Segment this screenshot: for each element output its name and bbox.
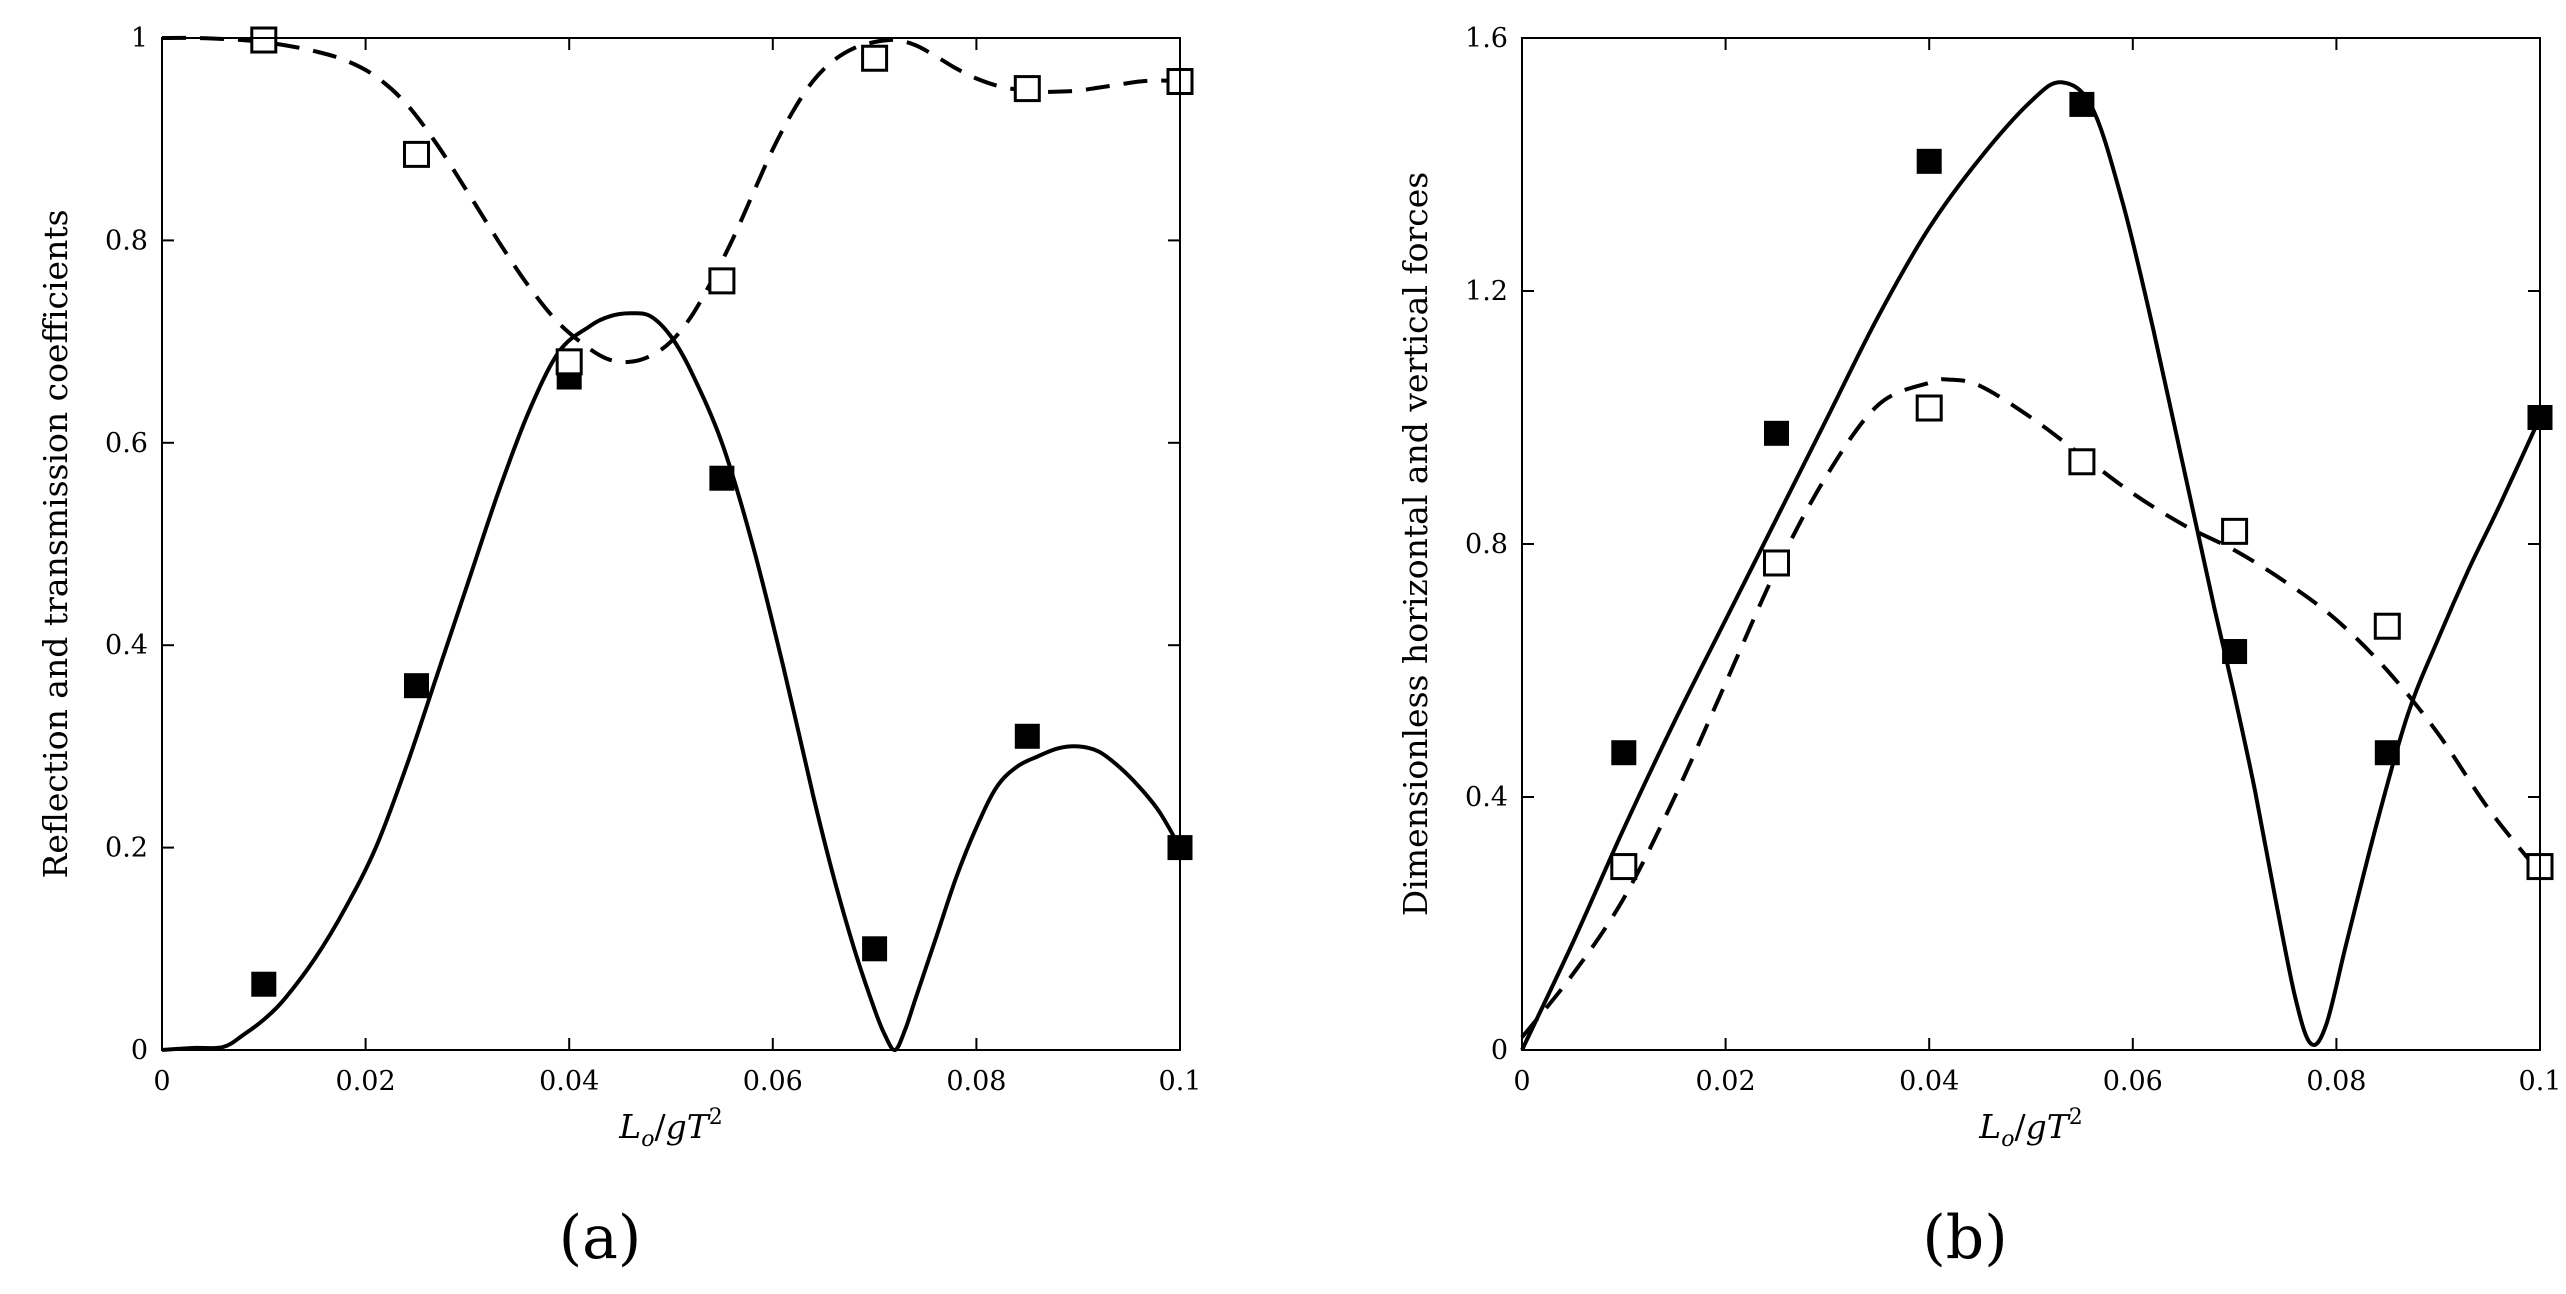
panel-b-chart: 0 0.02 0.04 0.06 0.08 0.1 0 0.4 0.8 1.2 1.6 Lo/gT2… xyxy=(1396,23,2561,1273)
panel-b-series xyxy=(1520,80,2554,1051)
panel-b-label: (b) xyxy=(1922,1203,2007,1273)
panel-b-horizontal-force-data-point xyxy=(1916,148,1942,174)
panel-b-x-tick-label: 0.08 xyxy=(2306,1066,2366,1097)
panel-a-transmission-data-point xyxy=(708,267,736,295)
panel-b-vertical-force-data-point xyxy=(2068,448,2096,476)
panel-a-y-tick-label: 0.2 xyxy=(105,833,148,864)
panel-a-y-tick-label: 1 xyxy=(131,23,148,54)
panel-b-y-tick-label: 0.8 xyxy=(1465,529,1508,560)
panel-a-plot-frame xyxy=(161,37,1181,1051)
panel-b-horizontal-force-data-point xyxy=(2374,740,2400,766)
panel-a-y-tick-label: 0 xyxy=(131,1035,148,1066)
panel-a-chart: 0 0.02 0.04 0.06 0.08 0.1 0 0.2 0.4 0.6 0.8 1 Lo/gT… xyxy=(36,23,1201,1273)
panel-b-y-axis-title: Dimensionless horizontal and vertical fo… xyxy=(1396,172,1435,916)
panel-b-vertical-force-data-point xyxy=(2221,517,2249,545)
panel-b-horizontal-force-data-point xyxy=(1611,740,1637,766)
panel-b-vertical-force-data-point xyxy=(2373,612,2401,640)
panel-b-x-tick-label: 0 xyxy=(1513,1066,1530,1097)
panel-a-label: (a) xyxy=(559,1203,642,1273)
panel-b-x-tick-label: 0.1 xyxy=(2519,1066,2562,1097)
panel-b-x-tick-label: 0.04 xyxy=(1899,1066,1959,1097)
panel-b-x-tick-label: 0.02 xyxy=(1696,1066,1756,1097)
panel-b-x-axis-title: Lo/gT2 xyxy=(1978,1105,2082,1152)
panel-a-x-tick-label: 0.02 xyxy=(336,1066,396,1097)
panel-a-x-tick-label: 0.08 xyxy=(946,1066,1006,1097)
panel-a-x-axis-title: Lo/gT2 xyxy=(618,1105,722,1152)
panel-a-y-axis-title: Reflection and transmission coefficients xyxy=(36,209,75,878)
panel-a-x-tick-label: 0.1 xyxy=(1159,1066,1202,1097)
panel-b-x-tick-label: 0.06 xyxy=(2103,1066,2163,1097)
panel-a-reflection-data-point xyxy=(404,673,429,699)
panel-b-vertical-force-data-point xyxy=(1763,549,1790,577)
panel-b-y-tick-label: 1.2 xyxy=(1465,276,1508,307)
panel-b-ticks: 0 0.02 0.04 0.06 0.08 0.1 0 0.4 0.8 1.2 1.6 xyxy=(1465,23,2561,1097)
panel-a-y-tick-label: 0.8 xyxy=(105,225,148,256)
panel-b-vertical-force-data-point xyxy=(1610,853,1638,881)
panel-a-transmission-curve xyxy=(161,35,1181,365)
panel-a-transmission-data-point xyxy=(250,26,278,54)
panel-a-reflection-data-point xyxy=(251,971,277,997)
panel-a-series xyxy=(161,26,1194,1052)
panel-a-reflection-data-point xyxy=(862,936,888,962)
panel-b-horizontal-force-curve xyxy=(1520,80,2542,1051)
panel-b-plot-frame xyxy=(1521,37,2541,1051)
panel-b-vertical-force-data-point xyxy=(1915,394,1943,422)
panel-a-transmission-data-point xyxy=(861,44,889,72)
panel-a-reflection-data-point xyxy=(1014,723,1040,749)
panel-a-x-tick-label: 0 xyxy=(153,1066,170,1097)
panel-a-reflection-data-point xyxy=(709,465,735,491)
panel-a-y-tick-label: 0.6 xyxy=(105,428,148,459)
panel-a-x-tick-label: 0.04 xyxy=(539,1066,599,1097)
panel-a-y-tick-label: 0.4 xyxy=(105,630,148,661)
panel-b-horizontal-force-data-point xyxy=(1764,420,1789,446)
panel-b-horizontal-force-data-point xyxy=(2222,639,2248,665)
panel-a-transmission-data-point xyxy=(1013,75,1041,103)
panel-b-vertical-force-curve xyxy=(1520,377,2542,1039)
panel-b-y-tick-label: 0.4 xyxy=(1465,782,1508,813)
panel-a-transmission-data-point xyxy=(403,140,430,168)
panel-b-y-tick-label: 0 xyxy=(1491,1035,1508,1066)
panel-b-y-tick-label: 1.6 xyxy=(1465,23,1508,54)
panel-a-x-tick-label: 0.06 xyxy=(743,1066,803,1097)
panel-b-horizontal-force-data-point xyxy=(2069,91,2095,117)
panel-a-reflection-curve xyxy=(161,311,1182,1052)
panel-a-transmission-data-point xyxy=(555,348,583,376)
panel-a-ticks: 0 0.02 0.04 0.06 0.08 0.1 0 0.2 0.4 0.6 0.8 1 xyxy=(105,23,1201,1097)
